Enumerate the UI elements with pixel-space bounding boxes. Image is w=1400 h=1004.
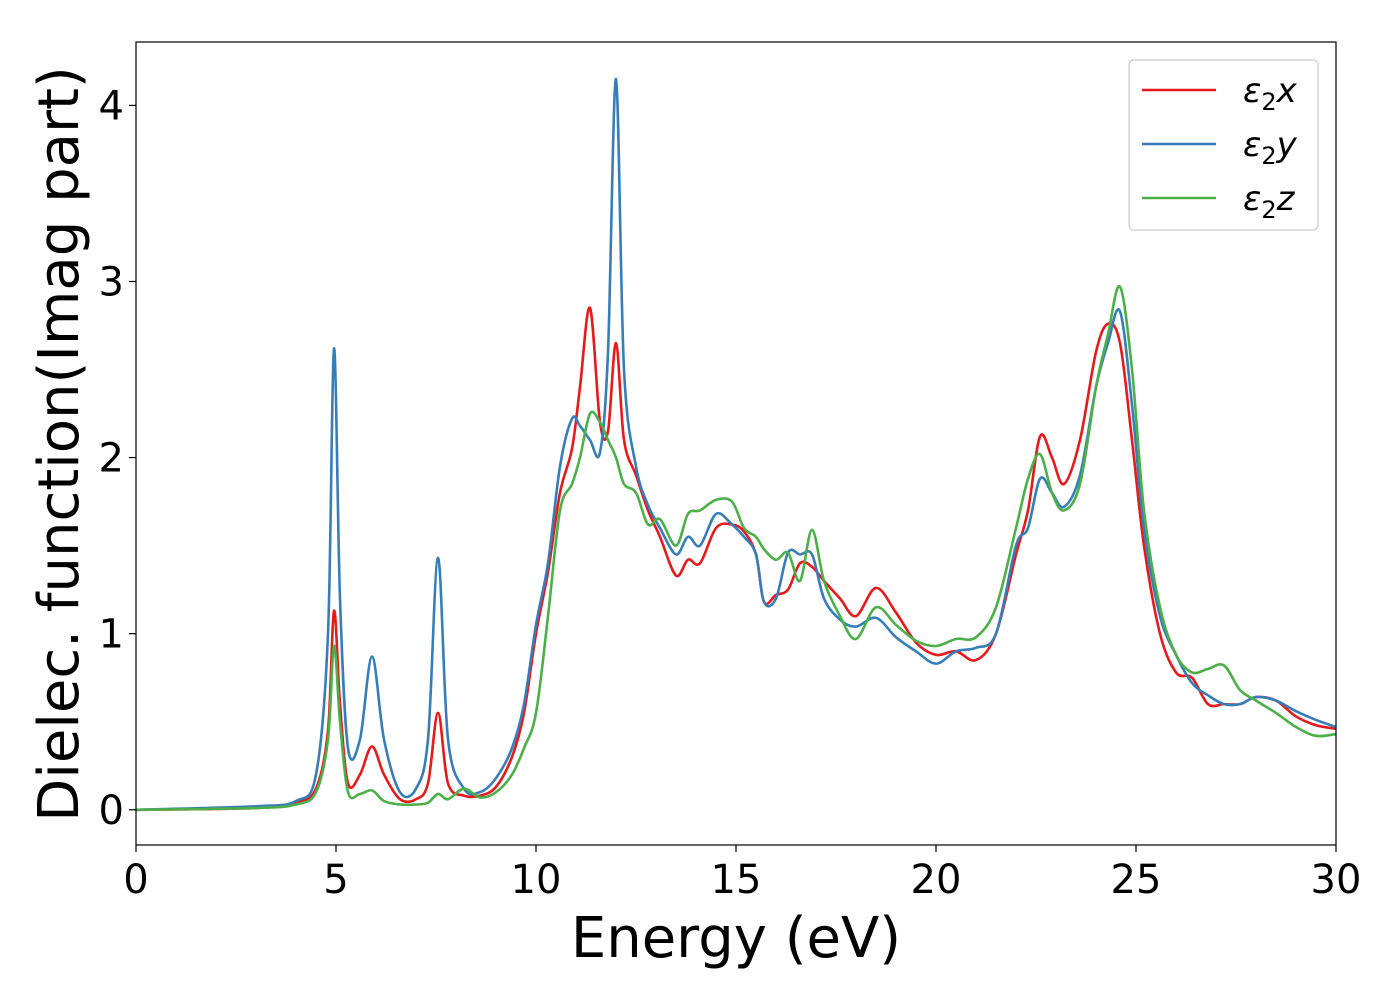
y-tick-label: 0 — [99, 788, 124, 834]
x-tick-label: 0 — [123, 857, 148, 903]
x-tick-label: 20 — [911, 857, 962, 903]
x-axis: 0 5 10 15 20 25 30 — [123, 845, 1361, 903]
y-tick-label: 3 — [99, 259, 124, 305]
series-line-z — [136, 285, 1336, 812]
x-axis-label: Energy (eV) — [571, 906, 901, 971]
series-line-y — [136, 77, 1336, 812]
legend-label: ε2z — [1243, 179, 1296, 224]
series-lines — [136, 77, 1336, 812]
y-axis-label: Dielec. function(Imag part) — [27, 66, 92, 822]
legend: ε2x ε2y ε2z — [1128, 59, 1319, 231]
x-tick-label: 25 — [1111, 857, 1162, 903]
series-line-x — [136, 306, 1336, 812]
y-axis: 0 1 2 3 4 — [99, 83, 136, 834]
y-tick-label: 2 — [99, 436, 124, 482]
x-tick-label: 30 — [1311, 857, 1362, 903]
legend-label: ε2y — [1243, 125, 1298, 170]
legend-label: ε2x — [1243, 71, 1298, 116]
x-tick-label: 10 — [511, 857, 562, 903]
legend-box — [1128, 59, 1319, 231]
y-tick-label: 4 — [99, 83, 124, 129]
y-tick-label: 1 — [99, 612, 124, 658]
x-tick-label: 5 — [323, 857, 348, 903]
x-tick-label: 15 — [711, 857, 762, 903]
